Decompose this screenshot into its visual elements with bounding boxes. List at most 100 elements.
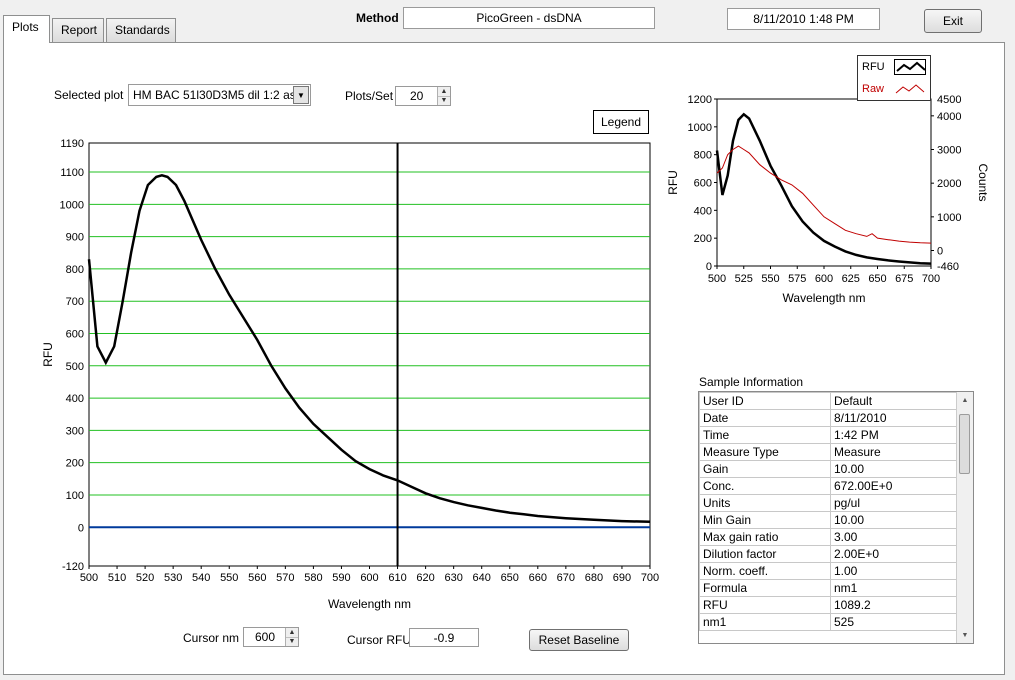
table-row[interactable]: User ID Default: [699, 392, 958, 410]
x-tick-label: 580: [304, 572, 322, 584]
increment-icon[interactable]: ▲: [288, 628, 296, 636]
small-raw-curve: [716, 145, 932, 244]
info-field-name: Time: [699, 426, 831, 444]
y-tick-label: 400: [66, 393, 84, 405]
selected-plot-value: HM BAC 51l30D3M5 dil 1:2 as: [133, 88, 296, 102]
table-row[interactable]: nm1 525: [699, 613, 958, 631]
y-tick-label: -120: [62, 561, 84, 573]
plots-per-set-value: 20: [410, 89, 424, 103]
x-tick-label: 660: [529, 572, 547, 584]
table-row[interactable]: Dilution factor 2.00E+0: [699, 545, 958, 563]
x-tick-label: 550: [761, 273, 779, 285]
small-y-axis-label: RFU: [666, 170, 680, 195]
cursor-nm-value: 600: [255, 630, 276, 644]
x-tick-label: 590: [332, 572, 350, 584]
reset-baseline-button[interactable]: Reset Baseline: [529, 629, 629, 651]
x-tick-label: 650: [501, 572, 519, 584]
y-tick-label: 600: [694, 178, 712, 190]
x-tick-label: 550: [220, 572, 238, 584]
scroll-down-icon[interactable]: ▼: [961, 631, 969, 639]
info-field-value: pg/ul: [830, 494, 958, 512]
x-tick-label: 640: [473, 572, 491, 584]
info-field-value: 525: [830, 613, 958, 631]
legend-item-rfu: RFU: [862, 59, 926, 75]
x-tick-label: 530: [164, 572, 182, 584]
info-field-name: Max gain ratio: [699, 528, 831, 546]
info-field-name: Gain: [699, 460, 831, 478]
cursor-nm-input[interactable]: 600 ▲ ▼: [243, 627, 299, 647]
y-tick-label: 1100: [60, 167, 84, 179]
chevron-down-icon[interactable]: ▼: [293, 86, 309, 104]
info-field-value: Measure: [830, 443, 958, 461]
y-axis-label: RFU: [41, 342, 55, 367]
tab-report[interactable]: Report: [52, 18, 104, 42]
table-row[interactable]: Gain 10.00: [699, 460, 958, 478]
datetime-field: 8/11/2010 1:48 PM: [727, 8, 880, 30]
table-row[interactable]: Units pg/ul: [699, 494, 958, 512]
legend-button[interactable]: Legend: [593, 110, 649, 134]
cursor-nm-stepper[interactable]: ▲ ▼: [285, 628, 298, 646]
info-field-value: 1:42 PM: [830, 426, 958, 444]
info-field-name: Norm. coeff.: [699, 562, 831, 580]
table-row[interactable]: Norm. coeff. 1.00: [699, 562, 958, 580]
x-tick-label: 620: [416, 572, 434, 584]
small-chart-legend: RFU Raw: [857, 55, 931, 101]
scroll-up-icon[interactable]: ▲: [961, 396, 969, 404]
table-row[interactable]: Min Gain 10.00: [699, 511, 958, 529]
decrement-icon[interactable]: ▼: [438, 95, 450, 106]
info-field-name: Measure Type: [699, 443, 831, 461]
small-y2-axis-label: Counts: [976, 163, 990, 201]
sample-info-table[interactable]: User ID Default Date 8/11/2010 Time 1:42 PM Me…: [698, 391, 974, 644]
table-row[interactable]: Date 8/11/2010: [699, 409, 958, 427]
plots-per-set-input[interactable]: 20 ▲ ▼: [395, 86, 451, 106]
exit-button[interactable]: Exit: [924, 9, 982, 33]
info-field-name: Dilution factor: [699, 545, 831, 563]
small-rfu-curve: [715, 112, 932, 265]
y2-tick-label: 2000: [937, 178, 961, 190]
table-row[interactable]: Time 1:42 PM: [699, 426, 958, 444]
y2-tick-label: 0: [937, 246, 943, 258]
table-row[interactable]: Conc. 672.00E+0: [699, 477, 958, 495]
y-tick-label: 400: [694, 205, 712, 217]
tab-plots[interactable]: Plots: [3, 15, 50, 43]
info-field-value: 8/11/2010: [830, 409, 958, 427]
selected-plot-label: Selected plot: [54, 88, 124, 102]
x-tick-label: 520: [136, 572, 154, 584]
scroll-thumb[interactable]: [959, 414, 970, 474]
cursor-rfu-field: -0.9: [409, 628, 479, 647]
table-row[interactable]: RFU 1089.2: [699, 596, 958, 614]
table-row[interactable]: Measure Type Measure: [699, 443, 958, 461]
scrollbar[interactable]: ▲ ▼: [956, 392, 973, 643]
x-tick-label: 560: [248, 572, 266, 584]
y2-min-label: -460: [937, 261, 959, 273]
small-x-axis-label: Wavelength nm: [783, 291, 866, 305]
x-tick-label: 700: [922, 273, 940, 285]
info-field-name: RFU: [699, 596, 831, 614]
selected-plot-dropdown[interactable]: HM BAC 51l30D3M5 dil 1:2 as ▼: [128, 84, 311, 106]
tab-standards[interactable]: Standards: [106, 18, 176, 42]
info-field-name: User ID: [699, 392, 831, 410]
decrement-icon[interactable]: ▼: [286, 636, 298, 647]
plots-per-set-label: Plots/Set: [345, 89, 394, 103]
x-tick-label: 500: [80, 572, 98, 584]
y-tick-label: 600: [66, 329, 84, 341]
legend-item-raw: Raw: [862, 81, 926, 97]
y-tick-label: 900: [66, 232, 84, 244]
info-field-name: Conc.: [699, 477, 831, 495]
info-field-value: nm1: [830, 579, 958, 597]
table-row[interactable]: Formula nm1: [699, 579, 958, 597]
y-tick-label: 200: [66, 458, 84, 470]
increment-icon[interactable]: ▲: [440, 87, 448, 95]
plots-per-set-stepper[interactable]: ▲ ▼: [437, 87, 450, 105]
y-tick-label: 200: [694, 233, 712, 245]
y-tick-label: 500: [66, 361, 84, 373]
y-tick-label: 1000: [60, 199, 84, 211]
method-field: PicoGreen - dsDNA: [403, 7, 655, 29]
x-tick-label: 675: [895, 273, 913, 285]
cursor-rfu-label: Cursor RFU: [347, 633, 412, 647]
info-field-value: 10.00: [830, 511, 958, 529]
y-tick-label: 300: [66, 425, 84, 437]
table-row[interactable]: Max gain ratio 3.00: [699, 528, 958, 546]
x-tick-label: 540: [192, 572, 210, 584]
